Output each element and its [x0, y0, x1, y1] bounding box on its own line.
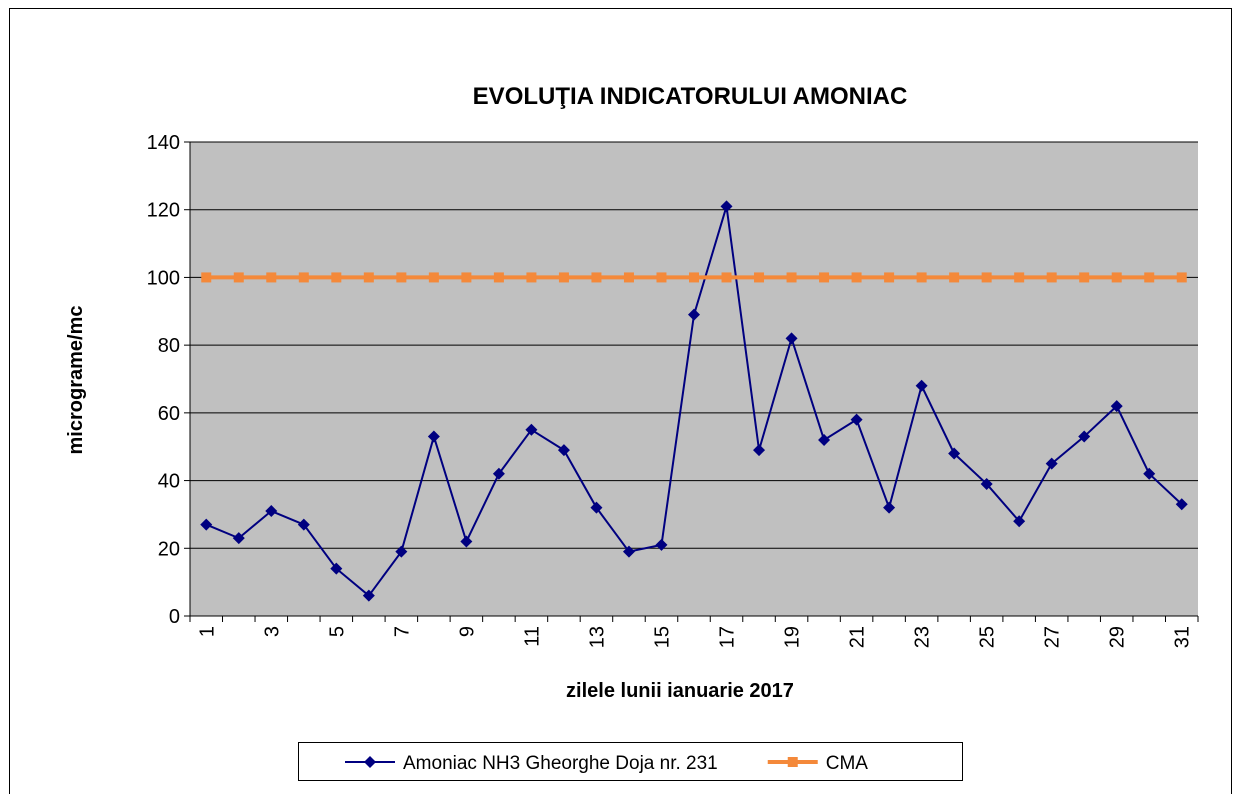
point — [590, 501, 603, 514]
x-tick-label: 25 — [977, 626, 999, 648]
point — [981, 272, 992, 283]
point — [526, 272, 537, 283]
point — [622, 545, 635, 558]
point — [461, 272, 472, 283]
x-tick-label: 21 — [847, 626, 869, 648]
point — [362, 589, 375, 602]
x-tick-label: 13 — [586, 626, 608, 648]
x-tick-label: 9 — [456, 626, 478, 637]
point — [721, 272, 732, 283]
point — [201, 272, 212, 283]
point — [200, 518, 213, 531]
y-tick-label: 60 — [158, 403, 180, 425]
x-tick-label: 5 — [326, 626, 348, 637]
y-axis-label: micrograme/mc — [65, 306, 87, 455]
x-tick-label: 23 — [912, 626, 934, 648]
plot-area — [190, 142, 1198, 616]
point — [1144, 272, 1155, 283]
point — [884, 272, 895, 283]
x-tick-label: 7 — [391, 626, 413, 637]
x-tick-label: 11 — [521, 626, 543, 647]
point — [492, 467, 505, 480]
point — [460, 535, 473, 548]
point — [1014, 272, 1025, 283]
x-tick-label: 19 — [782, 626, 804, 648]
point — [233, 272, 244, 283]
point — [948, 447, 961, 460]
point — [753, 444, 766, 457]
point — [395, 545, 408, 558]
point — [1175, 498, 1188, 511]
point — [980, 477, 993, 490]
point — [915, 379, 928, 392]
point — [949, 272, 960, 283]
x-tick-label: 17 — [717, 626, 739, 648]
point — [396, 272, 407, 283]
point — [1111, 272, 1122, 283]
point — [265, 505, 278, 518]
point — [331, 272, 342, 283]
y-tick-label: 140 — [147, 132, 180, 154]
point — [1078, 430, 1091, 443]
x-tick-label: 27 — [1042, 626, 1064, 648]
point — [883, 501, 896, 514]
point — [850, 413, 863, 426]
point — [785, 332, 798, 345]
point — [363, 272, 374, 283]
x-tick-label: 1 — [196, 626, 218, 637]
point — [298, 272, 309, 283]
point — [689, 272, 699, 283]
point — [656, 272, 667, 283]
y-tick-label: 40 — [158, 471, 180, 493]
point — [493, 272, 504, 283]
point — [655, 538, 668, 551]
point — [818, 433, 831, 446]
legend — [298, 742, 963, 781]
point — [330, 562, 343, 575]
y-tick-label: 20 — [158, 538, 180, 560]
point — [1110, 400, 1123, 413]
x-axis-label: zilele lunii ianuarie 2017 — [566, 680, 794, 702]
y-tick-label: 0 — [169, 606, 180, 628]
point — [1143, 467, 1156, 480]
y-tick-label: 80 — [158, 335, 180, 357]
point — [428, 272, 439, 283]
point — [720, 200, 733, 213]
point — [297, 518, 310, 531]
point — [851, 272, 862, 283]
x-tick-label: 29 — [1107, 626, 1129, 648]
point — [754, 272, 765, 283]
point — [232, 532, 245, 545]
point — [688, 308, 700, 321]
point — [787, 757, 798, 767]
point — [819, 272, 830, 283]
point — [1046, 272, 1057, 283]
point — [266, 272, 277, 283]
point — [1079, 272, 1090, 283]
point — [1045, 457, 1058, 470]
point — [557, 444, 570, 457]
point — [558, 272, 569, 283]
point — [591, 272, 602, 283]
legend-label: CMA — [826, 753, 869, 774]
chart-title: EVOLUŢIA INDICATORULUI AMONIAC — [473, 83, 908, 110]
point — [1013, 515, 1026, 528]
point — [1176, 272, 1187, 283]
point — [623, 272, 634, 283]
x-tick-label: 15 — [651, 626, 673, 648]
x-tick-label: 3 — [261, 626, 283, 637]
point — [786, 272, 797, 283]
legend-label: Amoniac NH3 Gheorghe Doja nr. 231 — [403, 753, 718, 774]
point — [427, 430, 440, 443]
y-tick-label: 120 — [147, 200, 180, 222]
y-tick-label: 100 — [147, 267, 180, 289]
point — [364, 756, 376, 768]
point — [525, 423, 538, 436]
point — [916, 272, 927, 283]
x-tick-label: 31 — [1172, 626, 1194, 648]
